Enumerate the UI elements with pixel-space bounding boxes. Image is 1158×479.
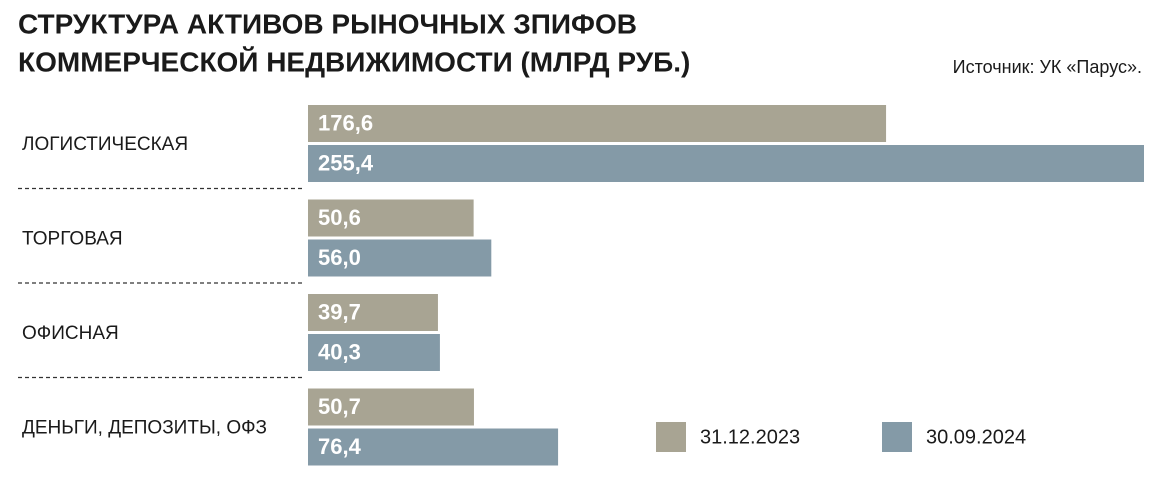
value-label: 176,6 xyxy=(318,110,373,135)
category-label: ОФИСНАЯ xyxy=(22,323,119,344)
value-label: 56,0 xyxy=(318,245,361,270)
category-label: ЛОГИСТИЧЕСКАЯ xyxy=(22,134,188,155)
bar xyxy=(308,199,474,237)
legend-label: 30.09.2024 xyxy=(926,426,1026,448)
bar xyxy=(308,428,559,466)
bar xyxy=(308,105,887,142)
source: Источник: УК «Парус». xyxy=(953,57,1142,77)
bar xyxy=(308,239,492,277)
value-label: 50,6 xyxy=(318,205,361,230)
chart-title: СТРУКТУРА АКТИВОВ РЫНОЧНЫХ ЗПИФОВ xyxy=(18,8,637,39)
chart-title: КОММЕРЧЕСКОЙ НЕДВИЖИМОСТИ (МЛРД РУБ.) xyxy=(18,45,690,77)
legend-label: 31.12.2023 xyxy=(700,426,800,448)
value-label: 255,4 xyxy=(318,150,374,175)
category-label: ДЕНЬГИ, ДЕПОЗИТЫ, ОФЗ xyxy=(22,418,267,439)
legend-swatch xyxy=(656,422,686,452)
bar xyxy=(308,388,474,426)
bar xyxy=(308,294,438,331)
value-label: 50,7 xyxy=(318,394,361,419)
value-label: 40,3 xyxy=(318,339,361,364)
category-label: ТОРГОВАЯ xyxy=(22,229,123,250)
value-label: 76,4 xyxy=(318,434,362,459)
bar xyxy=(308,145,1144,182)
bar xyxy=(308,334,440,371)
legend-swatch xyxy=(882,422,912,452)
value-label: 39,7 xyxy=(318,299,361,324)
